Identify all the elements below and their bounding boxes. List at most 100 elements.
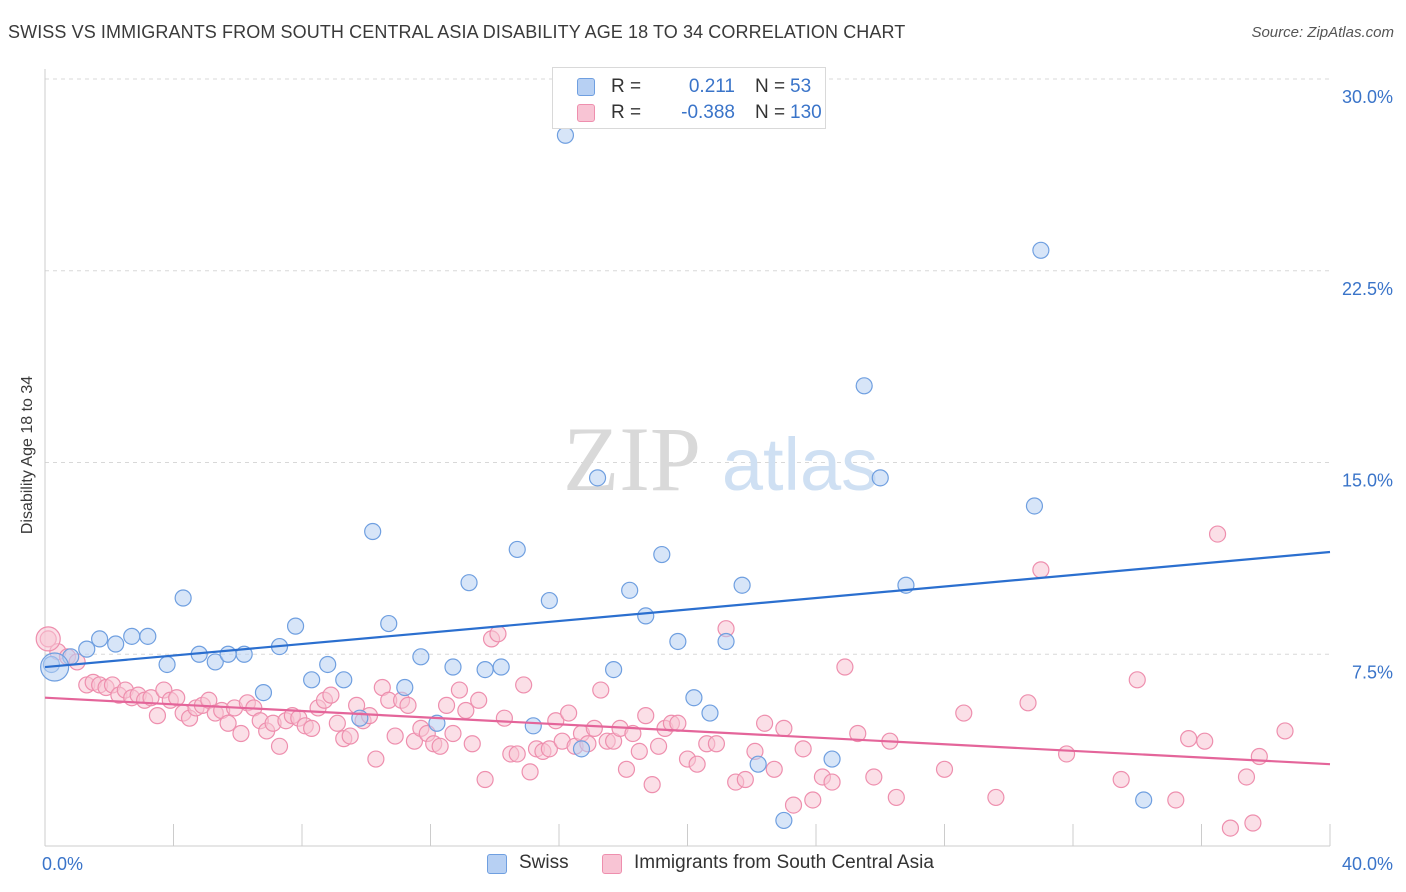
immigrants-point-52	[386, 727, 404, 745]
swiss-point-32	[556, 126, 575, 144]
swiss-point-10	[206, 653, 224, 671]
immigrants-point-15	[148, 707, 167, 725]
swiss-point-31	[540, 591, 558, 610]
swiss-point-50	[1025, 497, 1044, 515]
tick-labels: 15.0% 30.0% 7.5% 22.5% 0.0% 40.0%	[42, 87, 1393, 874]
immigrants-point-91	[637, 707, 655, 725]
swiss-point-36	[621, 581, 639, 599]
swiss-point-51	[1032, 241, 1050, 259]
bottom-swiss-label: Swiss	[519, 852, 569, 873]
swiss-point-3	[91, 630, 109, 648]
immigrants-point-93	[649, 737, 668, 755]
immigrants-point-120	[987, 788, 1005, 807]
swiss-point-15	[286, 617, 305, 635]
immigrants-point-89	[624, 724, 642, 743]
swiss-point-37	[637, 607, 655, 625]
bottom-immigrants-swatch	[602, 854, 622, 874]
swiss-point-46	[823, 750, 841, 768]
bottom-immigrants-label: Immigrants from South Central Asia	[634, 852, 934, 873]
chart-title: SWISS VS IMMIGRANTS FROM SOUTH CENTRAL A…	[8, 22, 906, 42]
immigrants-trend-line	[44, 696, 1331, 766]
immigrants-point-112	[823, 773, 841, 791]
immigrants-point-34	[270, 737, 289, 755]
swiss-trend-line	[44, 550, 1331, 669]
immigrants-point-cluster	[35, 626, 61, 652]
immigrants-point-64	[463, 735, 481, 753]
bottom-swiss-swatch	[487, 854, 507, 874]
immigrants-point-109	[794, 740, 812, 758]
immigrants-point-115	[865, 768, 883, 786]
immigrants-point-63	[457, 701, 475, 720]
immigrants-point-39	[303, 719, 321, 737]
swiss-point-41	[701, 704, 719, 722]
swiss-point-30	[524, 717, 542, 735]
y-axis-label: Disability Age 18 to 34	[19, 375, 36, 535]
swiss-point-29	[508, 540, 526, 559]
immigrants-point-62	[450, 681, 469, 699]
immigrants-point-128	[1196, 732, 1214, 750]
immigrants-n-label: N =	[755, 102, 786, 123]
swiss-point-45	[775, 811, 793, 830]
series-swiss	[40, 126, 1153, 830]
immigrants-point-103	[736, 770, 754, 789]
swiss-r-value: 0.211	[688, 76, 735, 97]
swiss-point-38	[653, 545, 671, 564]
swiss-point-52	[1135, 791, 1153, 809]
watermark: ZIP atlas	[563, 408, 878, 510]
swiss-point-42	[717, 632, 735, 651]
swiss-r-label: R =	[611, 76, 642, 97]
immigrants-swatch	[577, 104, 595, 122]
immigrants-point-114	[849, 724, 867, 743]
immigrants-point-83	[585, 719, 603, 737]
immigrants-point-73	[521, 763, 539, 781]
swiss-point-8	[174, 589, 192, 607]
swiss-point-4	[107, 635, 125, 653]
x-tick-label-40: 40.0%	[1342, 854, 1393, 874]
immigrants-n-value: 130	[790, 102, 822, 123]
watermark-atlas: atlas	[722, 423, 878, 506]
immigrants-point-126	[1167, 791, 1185, 809]
y-tick-label-30: 30.0%	[1342, 87, 1393, 107]
immigrants-point-84	[592, 681, 610, 699]
immigrants-point-108	[784, 796, 803, 814]
immigrants-point-65	[470, 691, 488, 709]
immigrants-point-123	[1057, 745, 1076, 763]
immigrants-point-129	[1208, 525, 1227, 543]
swiss-point-26	[460, 574, 478, 592]
immigrants-point-72	[515, 676, 533, 694]
immigrants-point-71	[508, 745, 526, 763]
immigrants-point-124	[1112, 770, 1130, 789]
immigrants-point-119	[955, 704, 973, 722]
series-immigrants	[35, 525, 1294, 837]
swiss-point-13	[254, 683, 273, 702]
immigrants-point-92	[643, 776, 661, 794]
immigrants-point-107	[775, 719, 793, 737]
immigrants-point-54	[399, 696, 417, 714]
swiss-point-25	[444, 658, 462, 676]
trend-lines	[44, 550, 1331, 766]
swiss-point-35	[605, 660, 623, 679]
immigrants-point-125	[1128, 671, 1146, 689]
immigrants-point-68	[489, 625, 507, 643]
immigrants-point-100	[707, 735, 726, 753]
swiss-point-16	[303, 671, 321, 689]
swiss-point-22	[396, 678, 414, 697]
immigrants-point-110	[804, 791, 822, 809]
x-tick-label-0: 0.0%	[42, 854, 83, 874]
swiss-point-21	[380, 614, 398, 633]
swiss-n-label: N =	[755, 76, 786, 97]
swiss-point-7	[158, 655, 176, 674]
source-label: Source: ZipAtlas.com	[1251, 24, 1394, 41]
swiss-point-40	[685, 689, 703, 707]
immigrants-point-122	[1032, 561, 1050, 579]
y-tick-label-7.5: 7.5%	[1352, 662, 1393, 682]
immigrants-point-45	[341, 727, 359, 745]
immigrants-point-105	[755, 714, 774, 732]
immigrants-point-121	[1019, 694, 1037, 712]
immigrants-point-96	[669, 714, 687, 732]
swiss-point-11	[219, 645, 237, 663]
y-tick-label-15: 15.0%	[1342, 471, 1393, 491]
swiss-n-value: 53	[790, 76, 812, 97]
immigrants-point-18	[168, 689, 186, 707]
